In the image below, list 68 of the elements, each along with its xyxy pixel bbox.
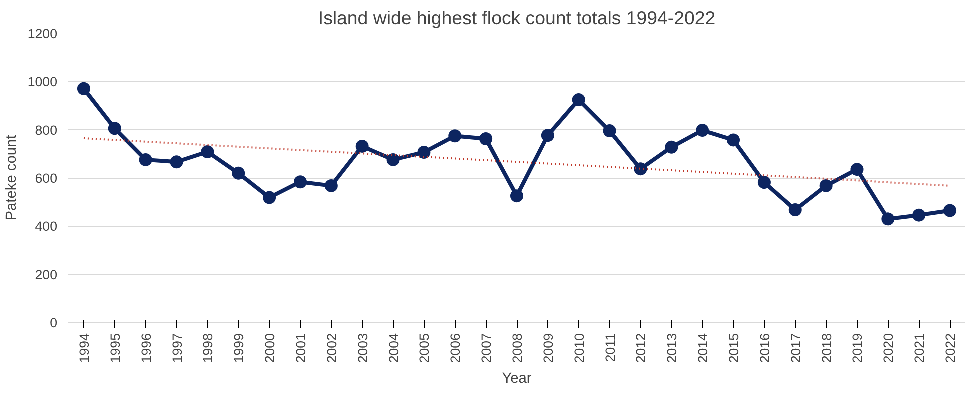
x-tick-label: 2010 xyxy=(572,333,587,364)
point xyxy=(882,212,895,226)
y-tick-label: 400 xyxy=(35,219,58,234)
point xyxy=(263,191,276,204)
x-tick-label: 1998 xyxy=(200,333,216,364)
point xyxy=(232,166,246,180)
point xyxy=(480,132,493,146)
x-tick-label: 2015 xyxy=(726,333,742,364)
x-tick-label: 2021 xyxy=(912,333,928,364)
point xyxy=(324,179,338,192)
x-tick-label: 1996 xyxy=(138,333,154,364)
x-tick-label: 1994 xyxy=(76,332,92,364)
point xyxy=(448,130,462,143)
point xyxy=(696,124,710,138)
point xyxy=(634,162,648,176)
point xyxy=(820,179,833,192)
y-tick-label: 600 xyxy=(35,171,58,186)
x-tick-label: 2006 xyxy=(448,333,464,364)
point xyxy=(386,153,400,166)
x-tick-label: 2016 xyxy=(757,333,772,364)
point xyxy=(758,176,771,190)
x-tick-label: 2003 xyxy=(355,333,370,364)
x-tick-label: 2007 xyxy=(479,333,494,364)
point xyxy=(944,204,957,218)
x-tick-label: 2017 xyxy=(788,333,804,364)
x-axis-title: Year xyxy=(502,371,532,388)
point xyxy=(912,208,926,222)
point xyxy=(170,156,184,169)
point xyxy=(850,163,864,176)
y-tick-label: 1000 xyxy=(28,74,58,90)
x-tick-label: 1999 xyxy=(232,333,247,364)
y-tick-label: 0 xyxy=(50,316,58,330)
x-tick-label: 1997 xyxy=(170,333,185,364)
x-tick-label: 2009 xyxy=(540,333,556,364)
x-tick-label: 2004 xyxy=(386,332,402,364)
x-tick-label: 2020 xyxy=(881,333,896,364)
point xyxy=(356,140,369,153)
point xyxy=(77,82,90,96)
point xyxy=(665,140,678,154)
point xyxy=(603,124,616,138)
point xyxy=(572,93,586,106)
y-tick-label: 1200 xyxy=(28,26,58,42)
point xyxy=(294,176,307,189)
point xyxy=(541,129,554,142)
point xyxy=(108,122,122,136)
x-tick-label: 2005 xyxy=(417,333,432,364)
chart-title: Island wide highest flock count totals 1994-2022 xyxy=(318,8,716,28)
x-tick-label: 2012 xyxy=(634,333,649,364)
point xyxy=(788,204,802,217)
x-tick-label: 2022 xyxy=(943,333,958,364)
x-tick-label: 2008 xyxy=(510,333,525,364)
x-tick-label: 2002 xyxy=(324,333,340,364)
y-axis-title: Pateke count xyxy=(4,135,20,221)
x-tick-label: 2013 xyxy=(664,333,680,364)
x-tick-label: 2011 xyxy=(602,333,618,362)
x-tick-label: 2001 xyxy=(293,333,308,364)
y-tick-label: 800 xyxy=(35,122,58,138)
point xyxy=(418,146,431,159)
x-tick-label: 2019 xyxy=(850,333,866,364)
point xyxy=(201,146,214,158)
point xyxy=(510,190,524,203)
point xyxy=(139,153,152,166)
x-tick-label: 2000 xyxy=(262,333,278,364)
x-tick-label: 2018 xyxy=(819,333,834,364)
x-tick-label: 2014 xyxy=(696,332,711,364)
y-tick-label: 200 xyxy=(35,267,58,282)
point xyxy=(727,134,740,147)
x-tick-label: 1995 xyxy=(108,333,123,364)
